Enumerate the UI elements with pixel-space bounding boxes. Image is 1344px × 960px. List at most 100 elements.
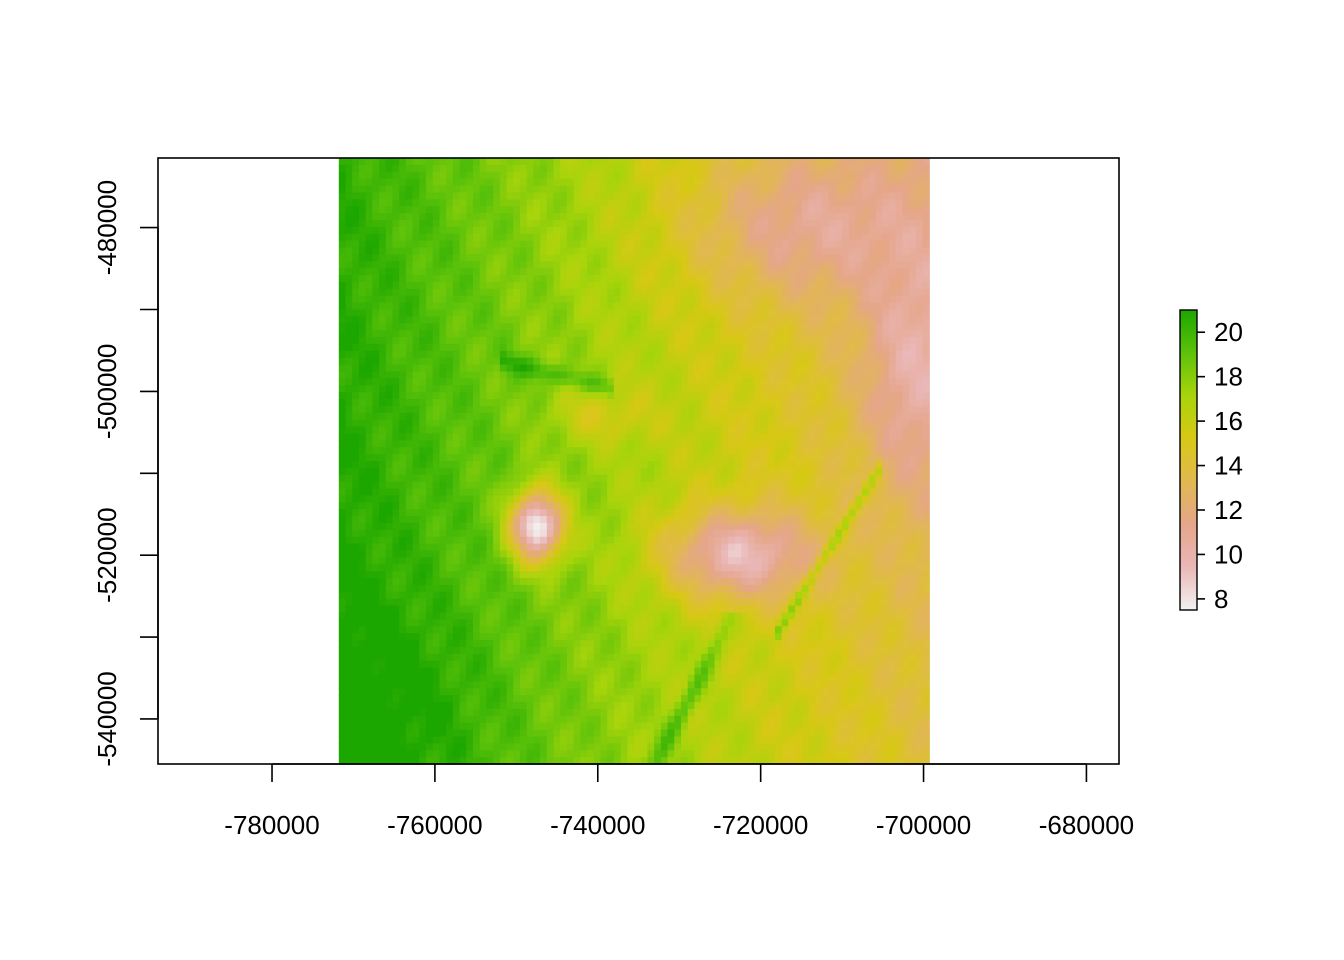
raster-cell bbox=[915, 295, 924, 304]
raster-cell bbox=[788, 268, 796, 276]
raster-cell bbox=[412, 178, 420, 187]
raster-cell bbox=[734, 323, 742, 331]
raster-cell bbox=[888, 343, 897, 352]
raster-cell bbox=[748, 164, 756, 173]
raster-cell bbox=[493, 199, 501, 207]
raster-cell bbox=[922, 385, 930, 393]
raster-cell bbox=[459, 392, 467, 400]
raster-cell bbox=[587, 392, 595, 400]
raster-cell bbox=[613, 199, 622, 207]
raster-cell bbox=[895, 343, 904, 352]
raster-cell bbox=[835, 536, 843, 545]
raster-cell bbox=[727, 288, 736, 297]
raster-cell bbox=[399, 268, 407, 276]
raster-cell bbox=[855, 254, 863, 262]
raster-cell bbox=[701, 516, 709, 524]
raster-cell bbox=[439, 316, 447, 324]
raster-cell bbox=[620, 467, 628, 476]
raster-cell bbox=[855, 364, 863, 373]
raster-cell bbox=[828, 536, 836, 545]
raster-cell bbox=[922, 461, 930, 469]
raster-cell bbox=[405, 440, 414, 448]
raster-cell bbox=[768, 440, 776, 448]
raster-cell bbox=[915, 357, 924, 366]
raster-cell bbox=[701, 467, 709, 476]
raster-cell bbox=[560, 488, 568, 497]
raster-cell bbox=[627, 385, 635, 393]
raster-cell bbox=[909, 412, 917, 421]
raster-cell bbox=[734, 509, 742, 517]
raster-cell bbox=[909, 426, 917, 435]
raster-cell bbox=[573, 412, 581, 421]
raster-cell bbox=[499, 461, 508, 469]
raster-cell bbox=[727, 268, 736, 276]
raster-cell bbox=[660, 213, 669, 221]
raster-cell bbox=[472, 254, 481, 262]
raster-cell bbox=[902, 516, 910, 524]
raster-cell bbox=[634, 309, 642, 317]
raster-cell bbox=[613, 522, 622, 531]
raster-cell bbox=[493, 288, 501, 297]
raster-cell bbox=[352, 522, 360, 531]
raster-cell bbox=[540, 158, 548, 166]
raster-cell bbox=[560, 350, 568, 359]
raster-cell bbox=[372, 481, 380, 490]
raster-cell bbox=[560, 371, 568, 379]
raster-cell bbox=[667, 467, 675, 476]
raster-cell bbox=[795, 364, 803, 373]
raster-cell bbox=[754, 536, 763, 545]
raster-cell bbox=[748, 426, 756, 435]
raster-cell bbox=[345, 199, 353, 207]
raster-cell bbox=[640, 343, 649, 352]
raster-cell bbox=[506, 164, 514, 173]
raster-cell bbox=[493, 295, 501, 304]
raster-cell bbox=[754, 474, 763, 483]
raster-cell bbox=[587, 467, 595, 476]
raster-cell bbox=[439, 206, 447, 214]
raster-cell bbox=[566, 529, 575, 538]
raster-cell bbox=[479, 412, 488, 421]
raster-cell bbox=[506, 543, 514, 552]
raster-cell bbox=[613, 185, 622, 194]
raster-cell bbox=[855, 199, 863, 207]
raster-cell bbox=[399, 405, 407, 414]
raster-cell bbox=[546, 461, 555, 469]
raster-cell bbox=[922, 516, 930, 524]
raster-cell bbox=[674, 385, 682, 393]
raster-cell bbox=[627, 164, 635, 173]
raster-cell bbox=[647, 543, 655, 552]
raster-cell bbox=[821, 364, 830, 373]
raster-cell bbox=[714, 364, 722, 373]
raster-cell bbox=[533, 185, 541, 194]
raster-cell bbox=[842, 323, 850, 331]
raster-cell bbox=[868, 295, 877, 304]
raster-cell bbox=[835, 467, 843, 476]
raster-cell bbox=[707, 206, 716, 214]
raster-cell bbox=[882, 309, 890, 317]
raster-cell bbox=[768, 467, 776, 476]
raster-cell bbox=[868, 495, 877, 503]
raster-cell bbox=[419, 467, 427, 476]
raster-cell bbox=[788, 316, 796, 324]
raster-cell bbox=[352, 178, 360, 187]
raster-cell bbox=[533, 392, 541, 400]
raster-cell bbox=[634, 199, 642, 207]
raster-cell bbox=[526, 268, 534, 276]
raster-cell bbox=[573, 433, 581, 441]
raster-cell bbox=[499, 268, 508, 276]
raster-cell bbox=[680, 302, 689, 311]
raster-cell bbox=[466, 281, 474, 290]
raster-cell bbox=[405, 233, 414, 242]
raster-cell bbox=[352, 392, 360, 400]
raster-cell bbox=[412, 495, 420, 503]
raster-cell bbox=[372, 171, 380, 180]
raster-cell bbox=[828, 509, 836, 517]
raster-cell bbox=[486, 337, 494, 345]
raster-cell bbox=[727, 405, 736, 414]
raster-cell bbox=[781, 261, 789, 269]
raster-cell bbox=[459, 488, 467, 497]
raster-cell bbox=[707, 254, 716, 262]
raster-cell bbox=[519, 522, 528, 531]
raster-cell bbox=[795, 426, 803, 435]
raster-cell bbox=[553, 185, 561, 194]
